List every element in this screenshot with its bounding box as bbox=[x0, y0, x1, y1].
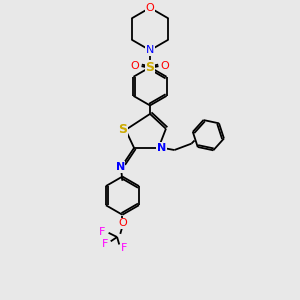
Text: O: O bbox=[118, 218, 127, 228]
Text: F: F bbox=[121, 243, 128, 253]
Text: S: S bbox=[146, 61, 154, 74]
Text: N: N bbox=[157, 143, 166, 153]
Text: O: O bbox=[160, 61, 169, 71]
Text: O: O bbox=[146, 3, 154, 13]
Text: F: F bbox=[102, 239, 109, 250]
Text: N: N bbox=[146, 45, 154, 55]
Text: F: F bbox=[99, 227, 105, 237]
Text: S: S bbox=[118, 123, 127, 136]
Text: N: N bbox=[116, 162, 125, 172]
Text: O: O bbox=[131, 61, 140, 71]
